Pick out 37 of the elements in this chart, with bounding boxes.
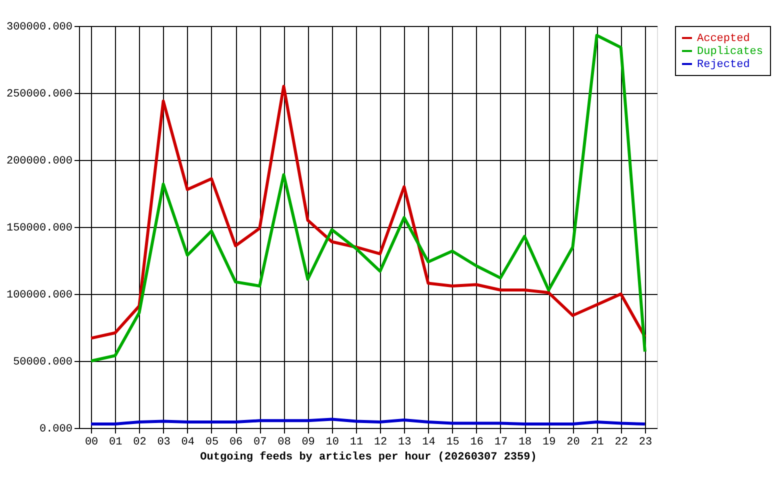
x-tick-label: 02 [133,436,146,448]
x-tick-label: 18 [518,436,532,448]
x-tick-label: 17 [494,436,508,448]
line-series [90,84,646,340]
x-tick-label: 10 [326,436,339,448]
x-tick-label: 03 [157,436,170,448]
x-tick-label: 09 [302,436,315,448]
x-tick-label: 22 [614,436,628,448]
x-tick-label: 01 [109,436,123,448]
x-tick-label: 12 [374,436,388,448]
x-tick-label: 20 [566,436,580,448]
line-series [90,34,646,362]
legend-label: Duplicates [697,46,764,58]
x-tick-label: 08 [278,436,291,448]
legend-label: Rejected [697,59,750,71]
x-tick-label: 06 [229,436,243,448]
x-tick-label: 21 [590,436,604,448]
x-tick-label: 05 [205,436,219,448]
x-tick-label: 16 [470,436,484,448]
x-tick-label: 00 [84,436,98,448]
x-tick-label: 04 [181,436,195,448]
y-tick-label: 250000.000 [6,88,72,100]
y-tick-label: 50000.000 [13,356,72,368]
y-tick-label: 150000.000 [6,222,72,234]
x-tick-label: 13 [398,436,412,448]
x-tick-label: 23 [638,436,652,448]
x-tick-label: 14 [422,436,436,448]
y-tick-label: 200000.000 [6,156,72,168]
x-tick-label: 07 [254,436,267,448]
y-tick-label: 0.000 [39,424,72,436]
x-tick-label: 15 [446,436,460,448]
y-tick-label: 300000.000 [6,22,72,34]
legend-label: Accepted [697,33,750,45]
x-tick-label: 19 [542,436,556,448]
y-tick-label: 100000.000 [6,290,72,302]
x-tick-label: 11 [350,436,364,448]
x-axis-title: Outgoing feeds by articles per hour (20260307 2359) [200,450,537,464]
